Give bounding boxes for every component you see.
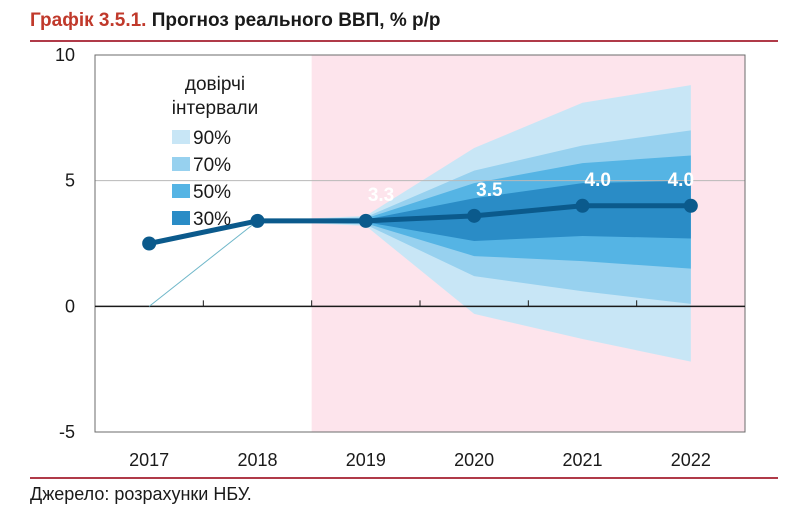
legend-swatch — [172, 184, 190, 198]
data-label: 3.3 — [368, 185, 394, 206]
x-tick-label: 2019 — [346, 450, 386, 470]
data-point — [250, 213, 265, 228]
legend-swatch — [172, 130, 190, 144]
y-tick-label: -5 — [59, 422, 75, 442]
y-tick-label: 5 — [65, 171, 75, 191]
source-rule — [30, 477, 778, 479]
x-tick-label: 2021 — [562, 450, 602, 470]
legend-swatch — [172, 157, 190, 171]
legend-label: 30% — [193, 209, 231, 230]
y-tick-label: 0 — [65, 296, 75, 316]
x-tick-label: 2018 — [237, 450, 277, 470]
x-tick-label: 2022 — [671, 450, 711, 470]
data-point — [142, 236, 157, 251]
plot-frame — [94, 54, 746, 433]
data-point — [683, 198, 698, 213]
title-rule — [30, 40, 778, 42]
legend-swatch — [172, 211, 190, 225]
source-note: Джерело: розрахунки НБУ. — [30, 484, 252, 504]
legend-title: інтервали — [172, 98, 258, 119]
legend-label: 50% — [193, 182, 231, 203]
data-point — [358, 213, 373, 228]
chart-number: Графік 3.5.1. — [30, 10, 147, 31]
data-label: 4.0 — [668, 170, 694, 191]
data-point — [575, 198, 590, 213]
chart-title: Графік 3.5.1. Прогноз реального ВВП, % р… — [30, 10, 441, 32]
guide-line — [148, 220, 258, 307]
x-tick-label: 2020 — [454, 450, 494, 470]
legend-label: 90% — [193, 128, 231, 149]
series-line — [148, 203, 691, 246]
data-label: 4.0 — [585, 170, 611, 191]
chart-title-text: Прогноз реального ВВП, % р/р — [151, 10, 441, 31]
data-point — [467, 208, 482, 223]
x-tick-label: 2017 — [129, 450, 169, 470]
y-tick-label: 10 — [55, 45, 75, 65]
legend-label: 70% — [193, 155, 231, 176]
data-label: 3.5 — [476, 180, 503, 201]
legend-title: довірчі — [185, 74, 245, 95]
